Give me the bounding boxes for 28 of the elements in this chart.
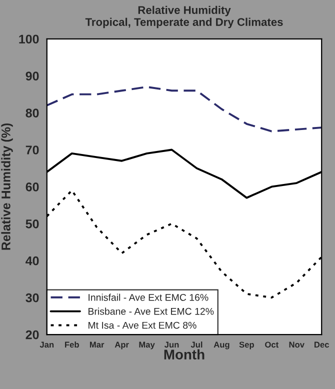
x-tick-label: Dec [314, 342, 329, 348]
x-tick-label: Apr [114, 342, 129, 350]
y-tick-label: 40 [26, 256, 39, 266]
x-tick-label: Jun [164, 342, 179, 348]
x-tick-label: Nov [289, 342, 304, 348]
legend-label: Mt Isa - Ave Ext EMC 8% [88, 322, 196, 329]
y-tick-label: 60 [26, 182, 39, 192]
y-tick-label: 50 [26, 219, 39, 228]
x-tick-label: Mar [90, 342, 104, 348]
x-tick-label: Feb [65, 341, 79, 348]
x-tick-label: Oct [265, 342, 278, 348]
legend-label: Brisbane - Ave Ext EMC 12% [88, 308, 214, 315]
y-tick-label: 100 [19, 34, 39, 44]
y-tick-label: 20 [26, 330, 39, 340]
y-axis-title: Relative Humidity (%) [1, 123, 13, 250]
y-tick-label: 30 [26, 293, 39, 302]
y-tick-label: 80 [26, 108, 39, 118]
chart-title: Relative Humidity Tropical, Temperate and Dry Climates [85, 6, 283, 28]
x-tick-label: Aug [214, 342, 230, 350]
x-axis-title: Month [164, 349, 204, 360]
x-tick-label: Jul [190, 341, 202, 348]
x-tick-label: May [139, 342, 155, 350]
y-tick-label: 70 [26, 146, 39, 154]
x-tick-label: Jan [40, 342, 54, 348]
line-series [46, 86, 322, 132]
x-tick-label: Sep [239, 342, 254, 350]
legend-label: Innisfail - Ave Ext EMC 16% [88, 294, 208, 301]
y-tick-label: 90 [26, 72, 39, 81]
